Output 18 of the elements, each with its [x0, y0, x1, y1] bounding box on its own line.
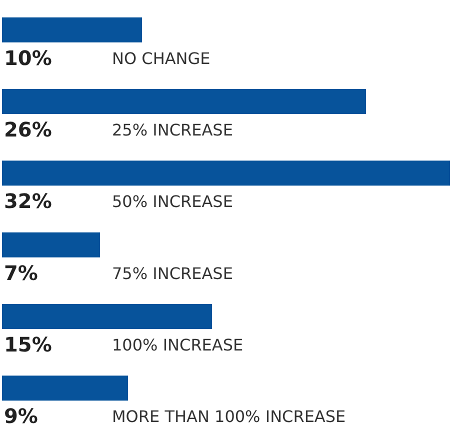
bar — [2, 17, 142, 42]
y-tick-label: 100% INCREASE — [112, 336, 244, 354]
y-tick-label: 25% INCREASE — [112, 120, 233, 140]
y-tick-label: NO CHANGE — [112, 48, 210, 68]
bar — [2, 304, 212, 329]
data-label: 10% — [4, 46, 52, 70]
y-tick-label: 75% INCREASE — [112, 264, 233, 283]
y-tick-label: 50% INCREASE — [112, 192, 233, 212]
data-label: 9% — [4, 404, 38, 428]
bar — [2, 160, 450, 186]
data-label: 15% — [4, 332, 52, 356]
y-tick-label: MORE THAN 100% INCREASE — [112, 407, 346, 426]
bar — [2, 232, 100, 258]
data-label: 26% — [4, 118, 52, 142]
data-label: 7% — [4, 260, 38, 285]
bar — [2, 89, 366, 114]
data-label: 32% — [4, 189, 52, 214]
bar — [2, 376, 128, 401]
